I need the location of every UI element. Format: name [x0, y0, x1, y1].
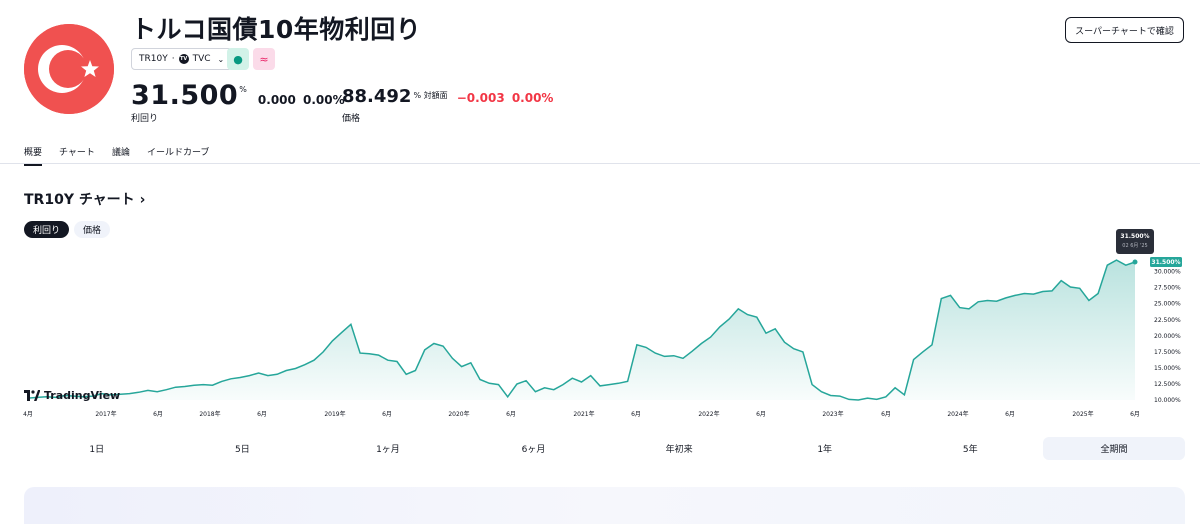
x-tick-label: 6月 — [257, 411, 267, 418]
separator: · — [171, 54, 175, 64]
chevron-down-icon: ⌄ — [217, 54, 225, 64]
x-tick-label: 6月 — [881, 411, 891, 418]
y-tick-label: 20.000% — [1154, 333, 1181, 340]
market-status-icon[interactable]: ● — [227, 48, 249, 70]
tabs-divider — [0, 163, 1200, 164]
price-value: 88.492 — [342, 86, 412, 107]
x-tick-label: 2020年 — [448, 410, 469, 418]
range-1m[interactable]: 1ヶ月 — [376, 445, 400, 455]
price-label: 価格 — [342, 114, 361, 124]
y-tick-label: 10.000% — [1154, 397, 1181, 404]
x-tick-label: 6月 — [153, 411, 163, 418]
range-all[interactable]: 全期間 — [1043, 437, 1186, 460]
price-change-pct: 0.00% — [511, 91, 554, 105]
range-5d[interactable]: 5日 — [235, 445, 250, 455]
x-tick-label: 6月 — [631, 411, 641, 418]
yield-area — [28, 260, 1135, 400]
yield-unit: % — [239, 85, 247, 94]
yield-change-pct: 0.00% — [302, 93, 345, 107]
last-point — [1132, 259, 1138, 265]
y-tick-label: 15.000% — [1154, 365, 1181, 372]
x-tick-label: 6月 — [506, 411, 516, 418]
range-1y[interactable]: 1年 — [817, 445, 833, 455]
x-tick-label: 2018年 — [199, 410, 220, 418]
range-ytd[interactable]: 年初来 — [665, 445, 693, 455]
x-tick-label: 2021年 — [573, 410, 594, 418]
y-tick-label: 25.000% — [1154, 301, 1181, 308]
yield-label: 利回り — [131, 114, 159, 124]
x-tick-label: 6月 — [1005, 411, 1015, 418]
tooltip-value: 31.500% — [1120, 233, 1150, 240]
yield-change: 0.000 — [257, 93, 296, 107]
tab-discussion[interactable]: 議論 — [111, 148, 130, 158]
tooltip-date: 02 6月 '25 — [1122, 243, 1148, 249]
price-unit: % 対額面 — [413, 91, 448, 100]
crescent-star-icon — [24, 24, 114, 114]
chart-type-toggle: 利回り 価格 — [24, 221, 111, 238]
y-tick-label: 30.000% — [1154, 269, 1181, 276]
promo-card — [24, 487, 1185, 524]
open-supercharts-button[interactable]: スーパーチャートで確認 — [1065, 17, 1184, 43]
hover-tooltip: 31.500% 02 6月 '25 — [1116, 229, 1154, 254]
x-tick-label: 2017年 — [95, 410, 116, 418]
yield-chart[interactable]: 4月 2017年 6月 2018年 6月 2019年 6月 2020年 6月 2021年 6月 202… — [0, 225, 1200, 425]
turkey-flag-icon — [24, 24, 114, 114]
tab-overview[interactable]: 概要 — [24, 138, 43, 166]
yield-value: 31.500 — [131, 80, 239, 111]
x-tick-label: 6月 — [382, 411, 392, 418]
watermark-text: TradingView — [44, 389, 121, 402]
chevron-right-icon: › — [139, 192, 146, 208]
range-1d[interactable]: 1日 — [89, 445, 105, 455]
price-quote: 88.492% 対額面 −0.003 0.00% — [342, 86, 553, 107]
tab-yield-curve[interactable]: イールドカーブ — [146, 148, 210, 158]
x-tick-label: 2025年 — [1072, 410, 1093, 418]
x-tick-label: 4月 — [23, 411, 33, 418]
x-tick-label: 2023年 — [822, 410, 843, 418]
page-title: トルコ国債10年物利回り — [131, 15, 422, 44]
last-price-label: 31.500% — [1151, 259, 1180, 266]
x-tick-label: 6月 — [756, 411, 766, 418]
price-change: −0.003 — [456, 91, 505, 105]
tab-chart[interactable]: チャート — [59, 148, 95, 158]
symbol-label: TR10Y — [139, 54, 168, 64]
x-tick-label: 2022年 — [698, 410, 719, 418]
x-tick-label: 2019年 — [324, 410, 345, 418]
range-5y[interactable]: 5年 — [962, 445, 978, 455]
chart-heading-link[interactable]: TR10Y チャート › — [24, 189, 145, 209]
x-tick-label: 6月 — [1130, 411, 1140, 418]
tradingview-logo-icon — [24, 390, 40, 401]
symbol-selector[interactable]: TR10Y · TV TVC ⌄ — [131, 48, 233, 70]
last-price-badge — [1150, 257, 1182, 267]
tvc-logo-icon: TV — [178, 54, 189, 64]
wave-icon[interactable]: ≈ — [253, 48, 275, 70]
range-selector: 1日 5日 1ヶ月 6ヶ月 年初来 1年 5年 全期間 — [24, 437, 1186, 460]
x-tick-label: 2024年 — [947, 410, 968, 418]
exchange-label: TVC — [192, 54, 211, 64]
tradingview-watermark: TradingView — [24, 389, 120, 402]
toggle-price[interactable]: 価格 — [74, 221, 111, 238]
yield-quote: 31.500% 0.000 0.00% — [131, 80, 345, 111]
y-tick-label: 12.500% — [1154, 381, 1181, 388]
y-tick-label: 17.500% — [1154, 349, 1181, 356]
yield-line — [27, 259, 1136, 401]
chart-heading-text: TR10Y チャート — [24, 192, 135, 208]
y-tick-label: 22.500% — [1154, 317, 1181, 324]
range-6m[interactable]: 6ヶ月 — [521, 445, 546, 455]
y-tick-label: 27.500% — [1154, 285, 1181, 292]
section-tabs: 概要 チャート 議論 イールドカーブ — [24, 138, 226, 166]
toggle-yield[interactable]: 利回り — [24, 221, 70, 238]
